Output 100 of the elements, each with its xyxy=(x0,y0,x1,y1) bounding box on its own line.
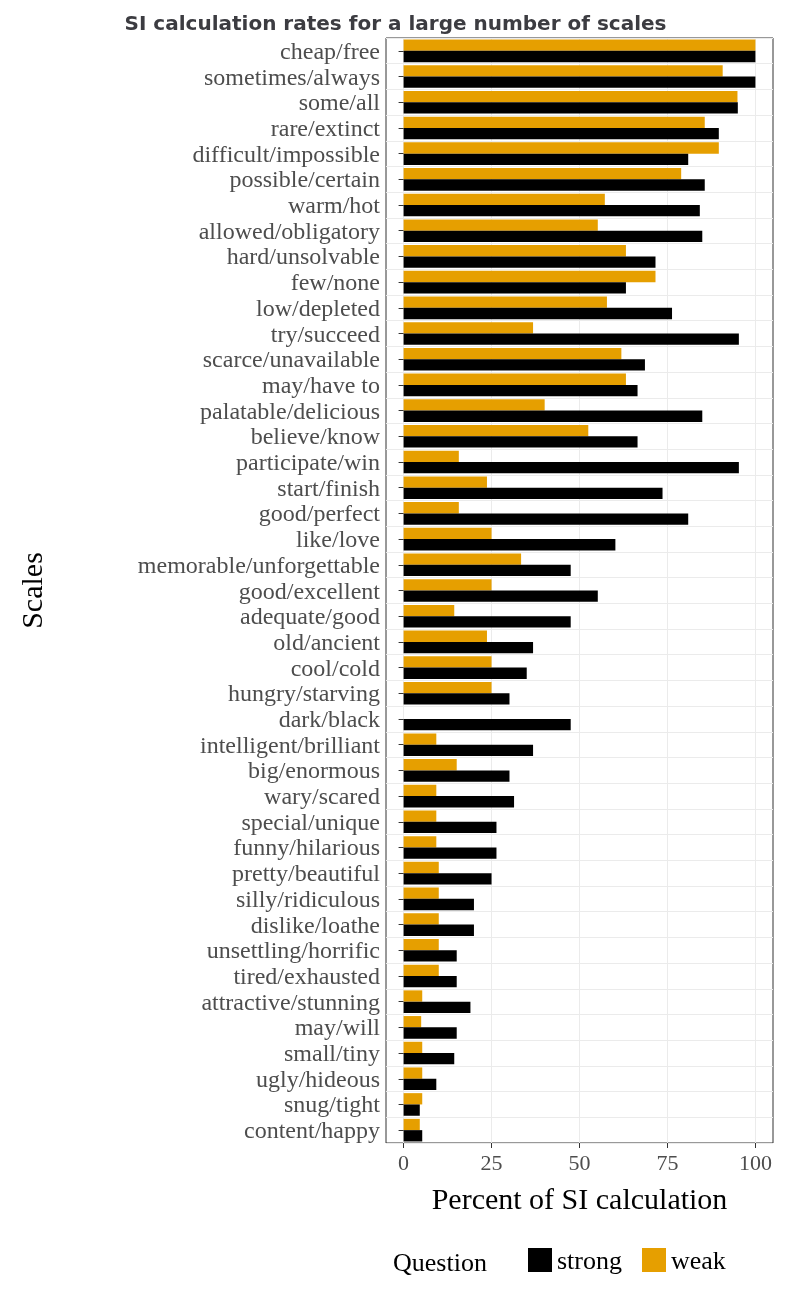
bar xyxy=(403,796,515,808)
bar xyxy=(403,616,571,628)
bar xyxy=(403,836,437,848)
bar xyxy=(403,656,492,668)
y-tick-label: ugly/hideous xyxy=(256,1065,380,1092)
bar xyxy=(403,898,474,911)
bar xyxy=(403,1053,455,1065)
bar xyxy=(403,975,457,988)
y-tick-label: rare/extinct xyxy=(270,114,381,141)
bar xyxy=(403,564,571,577)
bar xyxy=(403,744,534,756)
y-tick-label: dislike/loathe xyxy=(250,911,380,938)
bar xyxy=(403,168,682,180)
bar xyxy=(403,950,457,962)
bar xyxy=(403,718,571,731)
bar xyxy=(403,759,457,771)
y-tick-label: unsettling/horrific xyxy=(206,937,380,964)
bar xyxy=(403,641,534,654)
y-tick-label: hard/unsolvable xyxy=(226,243,380,270)
bar xyxy=(403,913,439,925)
y-tick-label: dark/black xyxy=(278,705,380,732)
y-tick-label: adequate/good xyxy=(240,603,380,630)
bar xyxy=(403,296,607,308)
bar xyxy=(403,270,656,283)
bar xyxy=(403,230,703,243)
bar xyxy=(403,322,534,334)
bar xyxy=(403,1016,422,1028)
y-tick-label: scarce/unavailable xyxy=(202,346,380,373)
y-tick-label: few/none xyxy=(290,269,380,296)
bar xyxy=(403,604,455,617)
bar xyxy=(403,50,756,63)
bar xyxy=(403,90,738,103)
bar xyxy=(403,1093,423,1105)
bar xyxy=(403,219,598,231)
bar xyxy=(403,384,638,397)
bar xyxy=(403,399,545,411)
bar xyxy=(403,153,689,165)
bar xyxy=(403,256,656,268)
bar xyxy=(403,347,622,360)
bar xyxy=(403,333,739,345)
y-tick-label: allowed/obligatory xyxy=(198,217,380,244)
bar xyxy=(403,693,510,705)
bar xyxy=(403,1130,423,1142)
y-tick-label: participate/win xyxy=(236,449,380,476)
bar xyxy=(403,373,626,385)
bar xyxy=(403,1104,420,1116)
y-tick-label: possible/certain xyxy=(229,166,380,193)
bar xyxy=(403,462,739,474)
bar xyxy=(403,938,439,951)
bar xyxy=(403,784,437,797)
bar xyxy=(403,810,437,822)
y-tick-label: cool/cold xyxy=(290,654,380,681)
bar xyxy=(403,476,487,488)
y-tick-label: cheap/free xyxy=(280,37,380,64)
y-tick-label: some/all xyxy=(298,89,381,116)
bar xyxy=(403,964,439,976)
y-tick-label: difficult/impossible xyxy=(192,140,380,167)
bar xyxy=(403,630,487,642)
x-tick-label: 25 xyxy=(480,1149,503,1175)
bar xyxy=(403,359,645,371)
bar xyxy=(403,1078,437,1091)
bar xyxy=(403,553,522,565)
y-axis-title: Scales xyxy=(14,552,48,629)
bar xyxy=(403,245,626,257)
bar xyxy=(403,733,437,745)
y-tick-label: may/have to xyxy=(262,371,380,398)
bar xyxy=(403,579,492,591)
bar xyxy=(403,770,510,782)
y-tick-label: may/will xyxy=(294,1014,381,1041)
y-tick-label: big/enormous xyxy=(248,757,380,784)
y-tick-label: snug/tight xyxy=(283,1091,381,1118)
bar xyxy=(403,527,492,540)
bar xyxy=(403,887,439,899)
x-tick-label: 75 xyxy=(656,1149,679,1175)
x-tick-label: 100 xyxy=(738,1149,772,1175)
y-tick-label: funny/hilarious xyxy=(233,834,380,861)
bar xyxy=(403,450,459,463)
bar xyxy=(403,1067,423,1079)
y-tick-label: small/tiny xyxy=(284,1040,380,1067)
y-tick-label: low/depleted xyxy=(256,294,380,321)
y-tick-label: good/perfect xyxy=(258,500,381,527)
bar xyxy=(403,1041,423,1054)
bar xyxy=(403,1027,457,1039)
bar xyxy=(403,681,492,694)
y-tick-label: try/succeed xyxy=(270,320,380,347)
legend-label: weak xyxy=(671,1245,726,1275)
bar xyxy=(403,65,723,77)
y-tick-label: believe/know xyxy=(250,423,381,450)
bar xyxy=(403,487,663,500)
bar xyxy=(403,282,626,294)
bar xyxy=(403,513,689,525)
bar xyxy=(403,410,703,422)
y-tick-label: start/finish xyxy=(277,474,380,501)
bar xyxy=(403,142,719,154)
bar xyxy=(403,39,756,51)
y-tick-label: sometimes/always xyxy=(204,63,380,90)
legend-label: strong xyxy=(557,1245,622,1275)
y-tick-label: old/ancient xyxy=(273,628,381,655)
bar xyxy=(403,821,497,834)
y-tick-label: warm/hot xyxy=(288,192,381,219)
